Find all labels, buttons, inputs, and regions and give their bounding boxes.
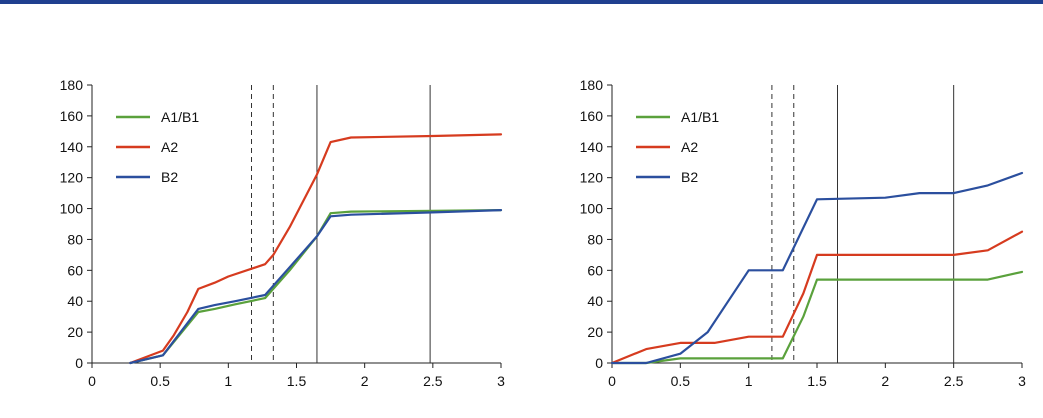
y-tick-label: 160	[580, 108, 604, 124]
y-tick-label: 80	[67, 231, 83, 247]
y-tick-label: 0	[75, 355, 83, 371]
series-line-a1-b1	[610, 270, 1024, 365]
y-tick-label: 40	[587, 293, 603, 309]
header-accent-bar	[0, 0, 1043, 4]
chart-right: 0 20 40 60 80 100 120 140 160 180 0 0.5 1 1.5 2 2.5 3 A1/…	[580, 77, 1026, 389]
y-tick-label: 120	[580, 170, 604, 186]
x-tick-label: 0	[88, 373, 96, 389]
x-tick-label: 0	[608, 373, 616, 389]
series-line-a1-b1	[129, 209, 503, 365]
y-tick-label: 40	[67, 293, 83, 309]
x-tick-label: 3	[497, 373, 505, 389]
x-tick-label: 2.5	[423, 373, 443, 389]
y-tick-label: 180	[580, 77, 604, 93]
y-tick-label: 20	[67, 324, 83, 340]
y-tick-label: 140	[60, 139, 84, 155]
y-tick-label: 80	[587, 231, 603, 247]
legend-label: A1/B1	[681, 109, 719, 125]
y-tick-label: 140	[580, 139, 604, 155]
x-tick-label: 2	[361, 373, 369, 389]
series-line-b2	[610, 171, 1024, 365]
y-tick-label: 180	[60, 77, 84, 93]
x-tick-label: 0.5	[671, 373, 691, 389]
legend-label: A2	[161, 139, 178, 155]
x-tick-label: 3	[1018, 373, 1026, 389]
x-tick-label: 2	[881, 373, 889, 389]
series-line-a2	[610, 230, 1024, 365]
y-tick-label: 20	[587, 324, 603, 340]
legend-label: B2	[681, 169, 698, 185]
legend-label: A1/B1	[161, 109, 199, 125]
x-tick-label: 2.5	[944, 373, 964, 389]
y-tick-label: 160	[60, 108, 84, 124]
y-tick-label: 0	[595, 355, 603, 371]
chart-left: 0 20 40 60 80 100 120 140 160 180 0 0.5 1 1.5 2 2.5 3 A1/…	[60, 77, 505, 389]
series-line-a2	[129, 133, 503, 365]
series-line-b2	[129, 209, 503, 365]
x-tick-label: 1.5	[287, 373, 307, 389]
y-tick-label: 120	[60, 170, 84, 186]
legend-label: B2	[161, 169, 178, 185]
legend-label: A2	[681, 139, 698, 155]
x-tick-label: 0.5	[150, 373, 170, 389]
y-tick-label: 60	[587, 262, 603, 278]
y-tick-label: 60	[67, 262, 83, 278]
x-tick-label: 1	[224, 373, 232, 389]
y-tick-label: 100	[60, 201, 84, 217]
x-tick-label: 1.5	[807, 373, 827, 389]
x-tick-label: 1	[745, 373, 753, 389]
y-tick-label: 100	[580, 201, 604, 217]
